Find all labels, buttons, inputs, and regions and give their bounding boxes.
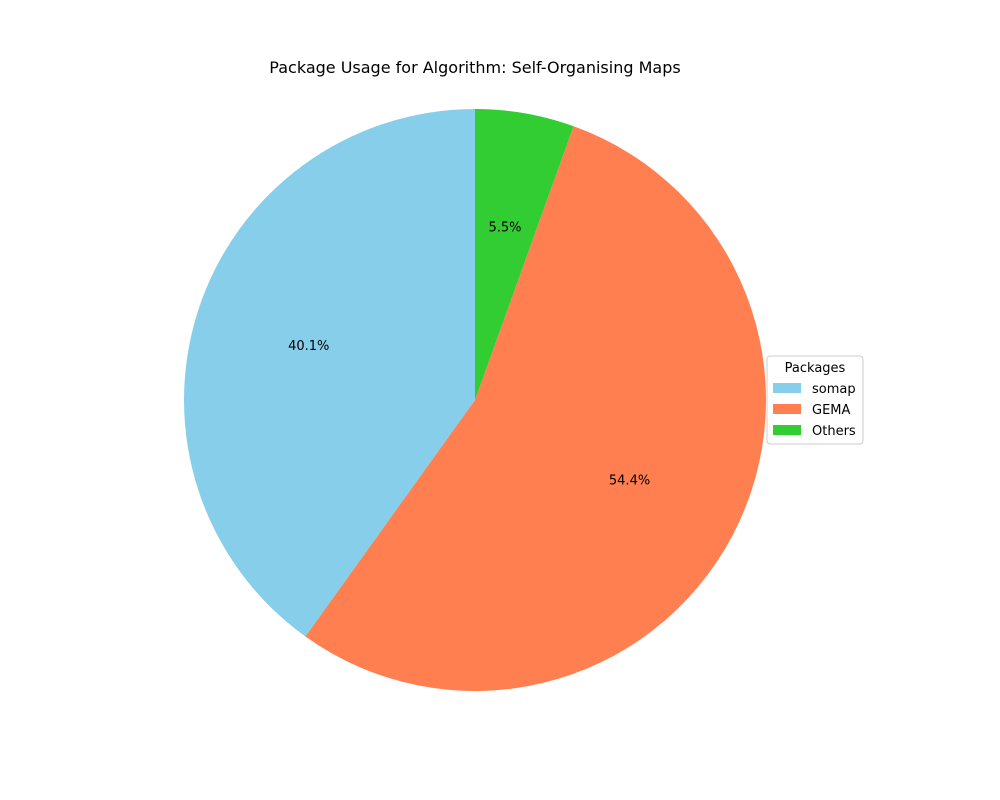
legend-box <box>766 355 864 445</box>
legend-swatch-others <box>773 425 801 435</box>
legend-title: Packages <box>785 361 846 376</box>
legend-swatch-somap <box>773 383 801 393</box>
slice-label-others: 5.5% <box>489 220 522 235</box>
pie-slice-others <box>475 109 574 400</box>
legend-label-others: Others <box>812 424 856 439</box>
pie-slice-labels: 40.1% 54.4% 5.5% <box>288 220 650 488</box>
pie-slices <box>183 109 766 692</box>
pie-slice-gema <box>305 126 766 692</box>
legend-label-gema: GEMA <box>812 403 851 418</box>
slice-label-somap: 40.1% <box>288 339 329 354</box>
legend-swatch-gema <box>773 404 801 414</box>
legend-label-somap: somap <box>812 382 856 397</box>
slice-label-gema: 54.4% <box>609 474 650 489</box>
legend-items: somap GEMA Others <box>773 382 856 439</box>
chart-title: Package Usage for Algorithm: Self-Organi… <box>269 58 680 77</box>
pie-slice-somap <box>183 109 475 637</box>
legend: Packages somap GEMA Others <box>766 355 864 445</box>
